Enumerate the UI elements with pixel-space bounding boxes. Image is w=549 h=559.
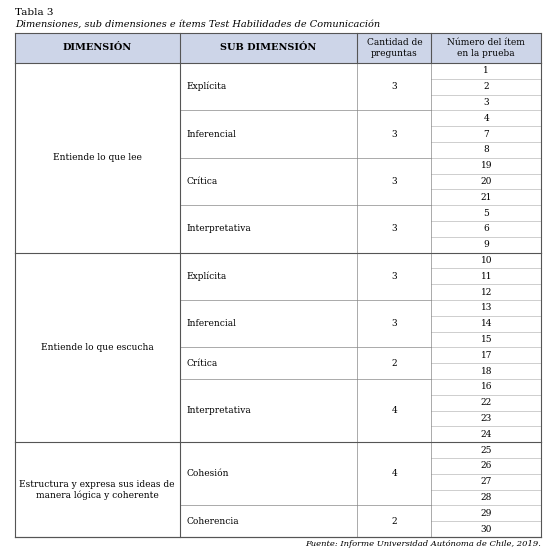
Text: 5: 5 — [483, 209, 489, 217]
Text: Interpretativa: Interpretativa — [187, 224, 251, 234]
Bar — [15, 442, 180, 537]
Bar — [357, 63, 432, 110]
Text: 11: 11 — [480, 272, 492, 281]
Text: Cantidad de
preguntas: Cantidad de preguntas — [367, 39, 422, 58]
Text: Tabla 3: Tabla 3 — [15, 8, 53, 17]
Text: 13: 13 — [480, 304, 492, 312]
Text: DIMENSIÓN: DIMENSIÓN — [63, 44, 132, 53]
Bar — [180, 253, 357, 300]
Text: 27: 27 — [480, 477, 492, 486]
Text: 9: 9 — [484, 240, 489, 249]
Text: 10: 10 — [480, 256, 492, 265]
Text: 8: 8 — [484, 145, 489, 154]
Bar — [180, 505, 357, 537]
Text: SUB DIMENSIÓN: SUB DIMENSIÓN — [220, 44, 317, 53]
Text: Entiende lo que lee: Entiende lo que lee — [53, 153, 142, 162]
Text: 3: 3 — [391, 177, 397, 186]
Bar — [180, 347, 357, 379]
Text: 25: 25 — [480, 446, 492, 454]
Text: 23: 23 — [481, 414, 492, 423]
Text: Interpretativa: Interpretativa — [187, 406, 251, 415]
Text: 22: 22 — [481, 398, 492, 407]
Text: Dimensiones, sub dimensiones e ítems Test Habilidades de Comunicación: Dimensiones, sub dimensiones e ítems Tes… — [15, 20, 380, 29]
Text: Fuente: Informe Universidad Autónoma de Chile, 2019.: Fuente: Informe Universidad Autónoma de … — [305, 540, 541, 548]
Bar — [357, 158, 432, 205]
Text: Inferencial: Inferencial — [187, 130, 237, 139]
Text: 3: 3 — [484, 98, 489, 107]
Text: 1: 1 — [484, 67, 489, 75]
Bar — [357, 442, 432, 505]
Text: 6: 6 — [484, 224, 489, 234]
Bar — [357, 300, 432, 347]
Text: 3: 3 — [391, 224, 397, 234]
Text: 19: 19 — [480, 161, 492, 170]
Text: 12: 12 — [480, 287, 492, 297]
Text: 29: 29 — [480, 509, 492, 518]
Text: 2: 2 — [391, 517, 397, 525]
Bar — [180, 158, 357, 205]
Text: 26: 26 — [480, 461, 492, 471]
Bar — [180, 110, 357, 158]
Text: 4: 4 — [391, 470, 397, 479]
Text: 18: 18 — [480, 367, 492, 376]
Bar — [357, 379, 432, 442]
Text: Crítica: Crítica — [187, 359, 218, 368]
Text: 3: 3 — [391, 82, 397, 91]
Bar — [180, 300, 357, 347]
Text: 2: 2 — [391, 359, 397, 368]
Bar — [357, 110, 432, 158]
Text: Explícita: Explícita — [187, 82, 227, 92]
Text: 20: 20 — [480, 177, 492, 186]
Text: 17: 17 — [480, 351, 492, 360]
Bar — [15, 63, 180, 253]
Bar — [357, 347, 432, 379]
Text: 3: 3 — [391, 130, 397, 139]
Bar — [357, 505, 432, 537]
Text: 15: 15 — [480, 335, 492, 344]
Text: Inferencial: Inferencial — [187, 319, 237, 328]
Text: 14: 14 — [480, 319, 492, 328]
Text: Explícita: Explícita — [187, 272, 227, 281]
Text: 28: 28 — [480, 493, 492, 502]
Text: Cohesión: Cohesión — [187, 470, 229, 479]
Text: 7: 7 — [484, 130, 489, 139]
Bar — [180, 63, 357, 110]
Text: Estructura y expresa sus ideas de
manera lógica y coherente: Estructura y expresa sus ideas de manera… — [19, 480, 175, 500]
Bar — [180, 379, 357, 442]
Text: 3: 3 — [391, 272, 397, 281]
Text: 3: 3 — [391, 319, 397, 328]
Text: 4: 4 — [484, 114, 489, 123]
Bar — [180, 205, 357, 253]
Text: Número del ítem
en la prueba: Número del ítem en la prueba — [447, 39, 525, 58]
Bar — [357, 205, 432, 253]
Bar — [15, 253, 180, 442]
Text: 16: 16 — [480, 382, 492, 391]
Text: 4: 4 — [391, 406, 397, 415]
Bar — [357, 253, 432, 300]
Text: Coherencia: Coherencia — [187, 517, 239, 525]
Text: Crítica: Crítica — [187, 177, 218, 186]
Text: 30: 30 — [480, 524, 492, 534]
Bar — [15, 33, 541, 63]
Text: 24: 24 — [480, 430, 492, 439]
Bar — [180, 442, 357, 505]
Text: 21: 21 — [480, 193, 492, 202]
Text: 2: 2 — [484, 82, 489, 91]
Text: Entiende lo que escucha: Entiende lo que escucha — [41, 343, 154, 352]
